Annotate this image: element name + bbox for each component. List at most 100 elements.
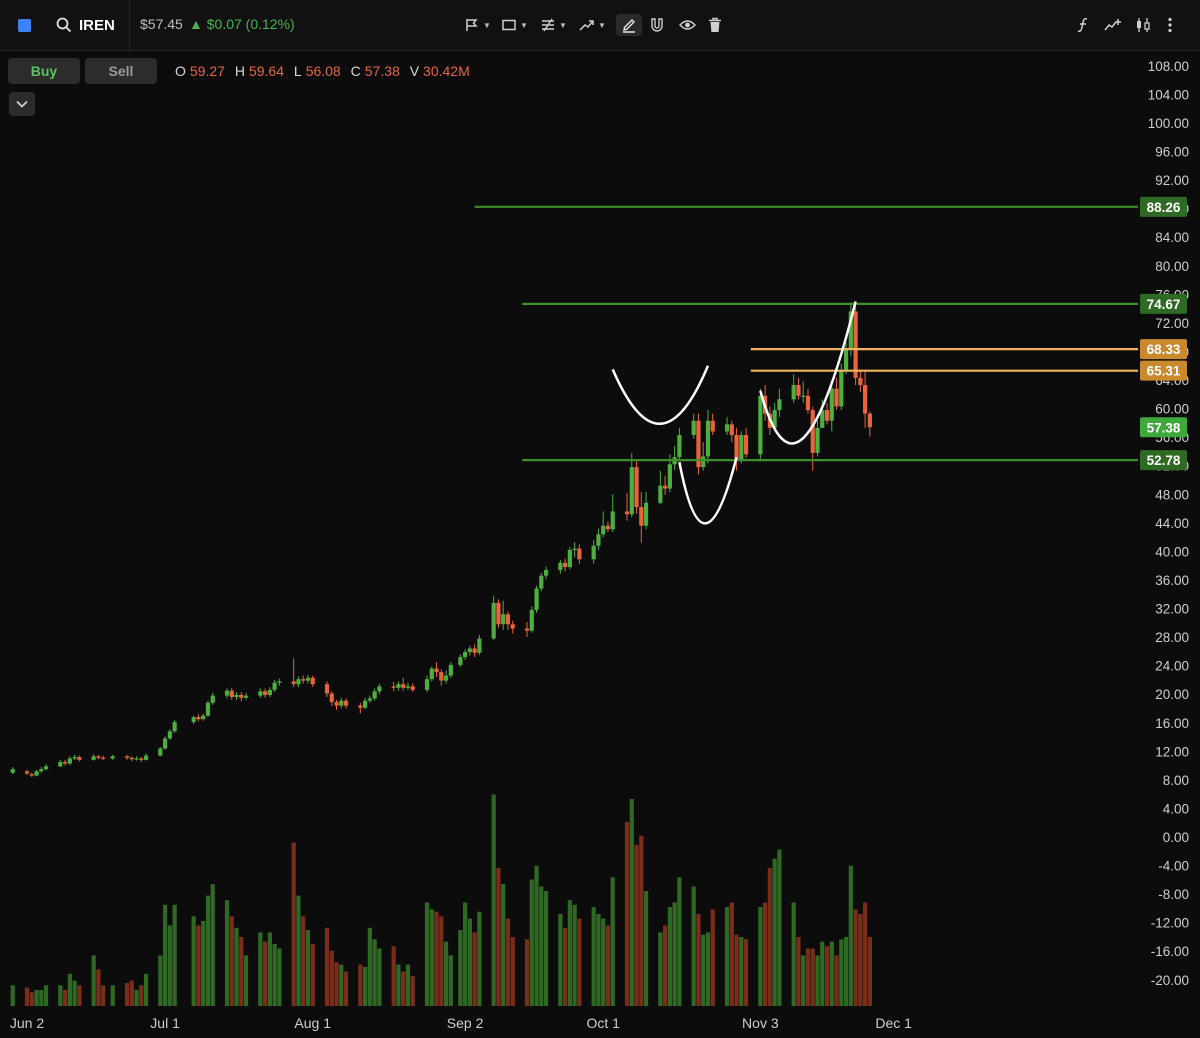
candle-type-icon — [1137, 18, 1150, 32]
candle-body — [572, 548, 577, 550]
candle-body — [624, 511, 630, 515]
function-tool[interactable] — [1075, 14, 1091, 36]
volume-bar — [591, 907, 596, 1006]
volume-bar — [577, 918, 582, 1006]
indicator-tool[interactable] — [1104, 14, 1122, 36]
volume-bar — [243, 955, 249, 1006]
y-tick-label: 84.00 — [1155, 230, 1189, 245]
volume-bar — [629, 799, 634, 1006]
x-tick-label: Dec 1 — [875, 1015, 912, 1031]
volume-bar — [815, 955, 820, 1006]
candle-body — [205, 702, 211, 716]
volume-bar — [829, 941, 834, 1006]
volume-bar — [305, 930, 311, 1006]
volume-bar — [96, 969, 101, 1006]
sell-button[interactable]: Sell — [85, 58, 157, 84]
candle-body — [839, 370, 844, 407]
volume-bar — [672, 902, 677, 1006]
y-tick-label: -16.00 — [1151, 944, 1189, 959]
candle-body — [448, 664, 453, 676]
volume-bars — [10, 794, 872, 1006]
pattern-curve[interactable] — [678, 456, 738, 525]
candle-type-tool[interactable] — [1135, 14, 1151, 36]
pattern-curve[interactable] — [759, 301, 857, 445]
candle-body — [863, 385, 868, 414]
volume-bar — [329, 950, 334, 1006]
fib-tool[interactable]: ▼ — [540, 14, 567, 36]
candle-body — [377, 686, 382, 692]
y-tick-label: 96.00 — [1155, 145, 1189, 160]
candle-body — [372, 691, 377, 699]
candle-body — [291, 681, 296, 685]
volume-bar — [643, 891, 649, 1006]
y-tick-label: 12.00 — [1155, 744, 1189, 759]
candle-body — [34, 771, 39, 776]
volume-bar — [363, 966, 368, 1006]
symbol-search[interactable]: IREN — [56, 14, 115, 36]
candle-body — [24, 771, 30, 774]
candle-body — [701, 456, 706, 468]
candle-body — [772, 410, 777, 428]
volume-bar — [401, 971, 406, 1006]
candle-body — [505, 614, 511, 625]
volume-bar — [134, 989, 139, 1006]
candle-body — [591, 545, 596, 560]
volume-bar — [377, 948, 382, 1006]
volume-bar — [691, 886, 696, 1006]
volume-bar — [410, 976, 415, 1006]
visibility-tool[interactable] — [679, 14, 696, 36]
volume-bar — [124, 983, 130, 1006]
volume-bar — [805, 948, 811, 1006]
volume-bar — [201, 920, 206, 1006]
candle-body — [339, 700, 344, 706]
y-tick-label: 104.00 — [1148, 87, 1189, 102]
candle-body — [129, 757, 134, 760]
delete-tool[interactable] — [708, 14, 722, 36]
close-label: C — [350, 63, 361, 79]
app-square-icon[interactable] — [18, 19, 31, 32]
candle-body — [263, 691, 268, 695]
magnet-tool[interactable] — [649, 14, 665, 36]
volume-bar — [43, 985, 49, 1006]
candle-body — [424, 679, 430, 690]
more-menu[interactable] — [1167, 14, 1173, 36]
y-tick-label: 24.00 — [1155, 659, 1189, 674]
candle-body — [510, 624, 515, 629]
y-tick-label: 0.00 — [1163, 830, 1189, 845]
expand-button[interactable] — [9, 92, 35, 116]
candle-body — [639, 507, 644, 526]
candle-body — [739, 435, 744, 461]
volume-bar — [191, 916, 196, 1006]
volume-bar — [524, 939, 530, 1006]
candle-body — [363, 700, 368, 708]
candle-body — [58, 762, 63, 767]
rectangle-tool[interactable]: ▼ — [501, 14, 528, 36]
candle-body — [848, 311, 853, 350]
pencil-tool[interactable] — [616, 14, 642, 36]
volume-bar — [439, 916, 444, 1006]
volume-bar — [424, 902, 430, 1006]
candle-body — [267, 689, 272, 695]
volume-bar — [58, 985, 63, 1006]
buy-button[interactable]: Buy — [8, 58, 80, 84]
candle-body — [601, 525, 606, 535]
volume-bar — [472, 932, 477, 1006]
candle-body — [491, 602, 496, 639]
candle-body — [96, 756, 101, 758]
y-tick-label: 20.00 — [1155, 687, 1189, 702]
candle-body — [543, 569, 549, 576]
trend-tool[interactable]: ▼ — [579, 14, 606, 36]
flag-tool[interactable]: ▼ — [464, 14, 491, 36]
volume-bar — [367, 927, 372, 1006]
candle-body — [234, 694, 239, 698]
low-value: 56.08 — [305, 63, 341, 79]
volume-bar — [158, 955, 163, 1006]
x-tick-label: Jun 2 — [10, 1015, 44, 1031]
volume-bar — [296, 895, 301, 1006]
candle-body — [310, 677, 315, 685]
candle-body — [529, 609, 534, 631]
pattern-curve[interactable] — [611, 365, 710, 426]
volume-bar — [196, 925, 201, 1006]
volume-bar — [767, 868, 772, 1006]
